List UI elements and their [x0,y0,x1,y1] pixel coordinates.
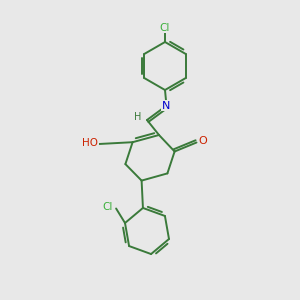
Text: N: N [162,100,171,111]
Text: H: H [134,112,141,122]
Text: HO: HO [82,137,98,148]
Text: Cl: Cl [160,22,170,33]
Text: O: O [199,136,208,146]
Text: Cl: Cl [102,202,112,212]
